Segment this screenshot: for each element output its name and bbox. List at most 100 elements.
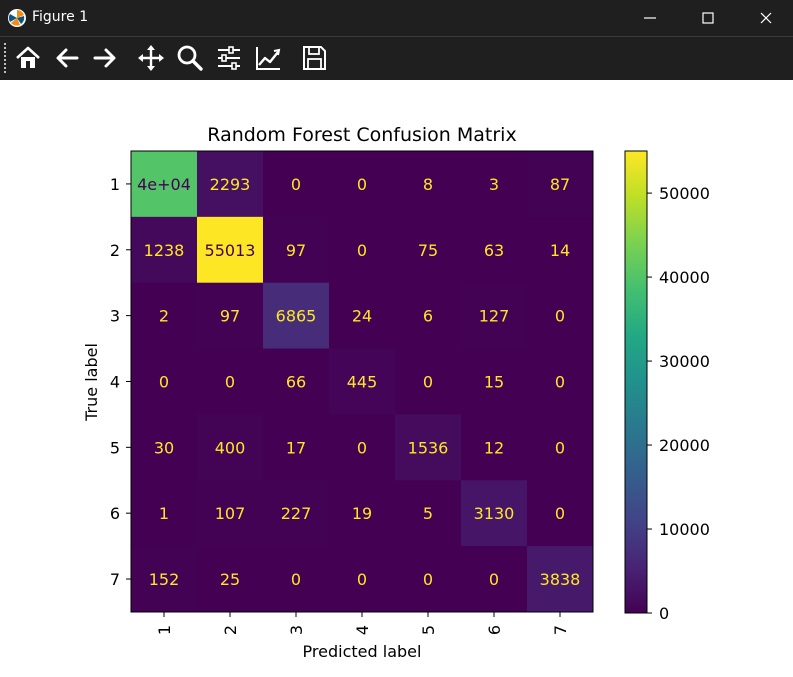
maximize-icon [702,12,714,24]
heatmap-cell [263,282,330,350]
y-tick-label: 7 [110,570,120,589]
cell-value-label: 8 [423,175,433,194]
heatmap-cell [329,151,396,218]
arrow-left-icon [56,48,79,68]
cell-value-label: 12 [484,438,504,457]
heatmap-cell [527,414,594,481]
close-icon [760,12,772,24]
heatmap-cell [395,151,462,218]
cell-value-label: 0 [225,372,235,391]
cell-value-label: 0 [423,570,433,589]
minimize-button[interactable] [621,0,679,36]
heatmap-cell [329,282,396,350]
colorbar-tick-label: 40000 [659,268,710,287]
y-tick-label: 3 [110,307,120,326]
save-button[interactable] [297,41,331,75]
cell-value-label: 0 [555,504,565,523]
maximize-button[interactable] [679,0,737,36]
home-button[interactable] [11,41,45,75]
cell-value-label: 30 [154,438,174,457]
x-axis-ticks: 1 2 3 4 5 6 7 [155,612,570,635]
cell-value-label: 3838 [540,570,581,589]
heatmap-cell [461,480,528,547]
y-tick-label: 6 [110,504,120,523]
minimize-icon [644,17,656,19]
heatmap-cell [197,348,264,415]
heatmap-cell [395,348,462,415]
y-axis-ticks: 1 2 3 4 5 6 7 [110,175,131,589]
heatmap-cell [263,216,330,284]
colorbar-tick-label: 10000 [659,520,710,539]
floppy-disk-icon [303,46,326,70]
magnifier-icon [177,45,203,71]
heatmap-cell-labels: 4e+04 2293 0 0 8 3 87 1238 55013 97 0 75 63 14 2 97 6865… [137,175,580,589]
back-button[interactable] [50,41,84,75]
heatmap-cell [263,480,330,547]
y-tick-label: 5 [110,438,120,457]
colorbar-tick-label: 50000 [659,184,710,203]
window-title: Figure 1 [32,9,89,25]
cell-value-label: 152 [149,570,180,589]
pan-button[interactable] [134,41,168,75]
cell-value-label: 107 [215,504,246,523]
edit-axis-button[interactable] [251,41,285,75]
x-tick-label: 5 [419,625,438,635]
cell-value-label: 0 [489,570,499,589]
cell-value-label: 15 [484,372,504,391]
cell-value-label: 6865 [276,307,317,326]
heatmap-cell [131,546,198,613]
heatmap-cell [329,546,396,613]
cell-value-label: 75 [418,241,438,260]
heatmap-cell [197,282,264,350]
heatmap-cell [461,414,528,481]
colorbar [624,150,648,614]
heatmap-cell [197,216,264,284]
heatmap-cell [197,151,264,218]
cell-value-label: 0 [555,372,565,391]
confusion-matrix-figure: Random Forest Confusion Matrix 4e+04 2293… [82,124,710,661]
close-button[interactable] [737,0,793,36]
heatmap-cell [131,348,198,415]
cell-value-label: 6 [423,307,433,326]
heatmap-cell [263,414,330,481]
x-tick-label: 2 [221,625,240,635]
forward-button[interactable] [88,41,122,75]
cell-value-label: 4e+04 [137,175,191,194]
cell-value-label: 0 [159,372,169,391]
cell-value-label: 2293 [210,175,251,194]
move-icon [138,45,164,71]
subplots-button[interactable] [212,41,246,75]
line-chart-icon [256,47,281,70]
navigation-toolbar [0,36,793,80]
heatmap-cell [461,282,528,350]
cell-value-label: 0 [555,438,565,457]
cell-value-label: 17 [286,438,306,457]
heatmap-cell [263,348,330,415]
heatmap-cell [263,151,330,218]
colorbar-tick-label: 30000 [659,352,710,371]
cell-value-label: 66 [286,372,306,391]
x-tick-label: 1 [155,625,174,635]
heatmap-cell [527,480,594,547]
cell-value-label: 24 [352,307,372,326]
heatmap-cell [131,151,198,218]
cell-value-label: 3 [489,175,499,194]
heatmap-cell [527,151,594,218]
heatmap-cell [527,348,594,415]
cell-value-label: 0 [555,307,565,326]
cell-value-label: 87 [550,175,570,194]
cell-value-label: 63 [484,241,504,260]
cell-value-label: 3130 [474,504,515,523]
heatmap-cell [395,546,462,613]
heatmap-cell [329,348,396,415]
zoom-button[interactable] [173,41,207,75]
cell-value-label: 1238 [144,241,185,260]
heatmap-cell [395,480,462,547]
home-icon [16,46,40,68]
cell-value-label: 97 [286,241,306,260]
x-axis-label: Predicted label [303,642,422,661]
cell-value-label: 0 [357,438,367,457]
heatmap-cell [461,348,528,415]
heatmap-cell [131,216,198,284]
colorbar-tick-label: 20000 [659,436,710,455]
